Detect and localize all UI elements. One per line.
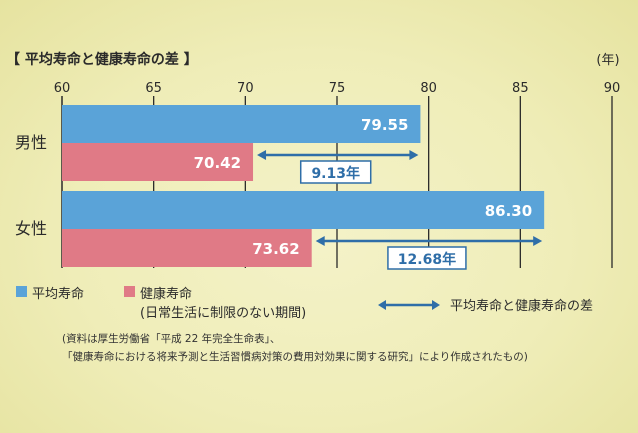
arrow-head-left (315, 236, 325, 246)
bar-value-label: 73.62 (252, 240, 299, 258)
difference-label: 9.13年 (311, 165, 360, 182)
bar-value-label: 86.30 (485, 202, 532, 220)
difference-label-box (387, 246, 467, 270)
arrow-head-right (533, 236, 543, 246)
legend-label-healthy: 健康寿命 (140, 287, 193, 302)
bar-chart: 【 平均寿命と健康寿命の差 】 (年) 60 65 70 75 80 85 90 79.55… (6, 51, 621, 270)
bar-value-label: 70.42 (194, 154, 241, 172)
x-tick-label: 85 (512, 81, 529, 96)
legend-swatch-healthy (124, 286, 135, 297)
bar-value-label: 79.55 (361, 116, 408, 134)
source-note: (資料は厚生労働省「平成 22 年完全生命表」、 「健康寿命における将来予測と生… (62, 330, 528, 366)
x-tick-label: 60 (54, 81, 71, 96)
difference-label-box (299, 160, 372, 184)
bar (62, 229, 312, 267)
x-tick-label: 75 (329, 81, 346, 96)
arrow-head-left (257, 150, 267, 160)
bar (62, 143, 254, 181)
legend-label-avg: 平均寿命 (32, 287, 85, 302)
x-axis-ticks: 60 65 70 75 80 85 90 (54, 81, 621, 96)
source-note-line1: (資料は厚生労働省「平成 22 年完全生命表」、 (62, 333, 281, 345)
legend-item-avg: 平均寿命 (16, 283, 84, 302)
arrow-head-right (409, 150, 419, 160)
bar (62, 191, 545, 229)
x-tick-label: 80 (420, 81, 437, 96)
x-tick-label: 70 (237, 81, 254, 96)
difference-arrows: 9.13年 12.68年 (257, 150, 543, 270)
source-note-line2: 「健康寿命における将来予測と生活習慣病対策の費用対効果に関する研究」により作成さ… (62, 351, 528, 363)
legend-swatch-avg (16, 286, 27, 297)
x-tick-label: 65 (145, 81, 162, 96)
chart-title: 【 平均寿命と健康寿命の差 】 (6, 51, 198, 68)
legend-label-diff: 平均寿命と健康寿命の差 (450, 299, 594, 314)
bar (62, 105, 421, 143)
x-tick-label: 90 (604, 81, 621, 96)
legend-item-diff: 平均寿命と健康寿命の差 (378, 295, 593, 314)
legend-label-healthy-sub: (日常生活に制限のない期間) (140, 306, 307, 321)
difference-label: 12.68年 (398, 251, 456, 268)
axis-unit: (年) (596, 53, 619, 68)
double-arrow-icon (378, 299, 440, 310)
category-label: 男性 (15, 133, 47, 152)
bars: 79.55 70.42 86.30 73.62 (62, 105, 545, 267)
category-label: 女性 (15, 219, 47, 238)
legend-item-healthy: 健康寿命 (日常生活に制限のない期間) (124, 283, 306, 321)
